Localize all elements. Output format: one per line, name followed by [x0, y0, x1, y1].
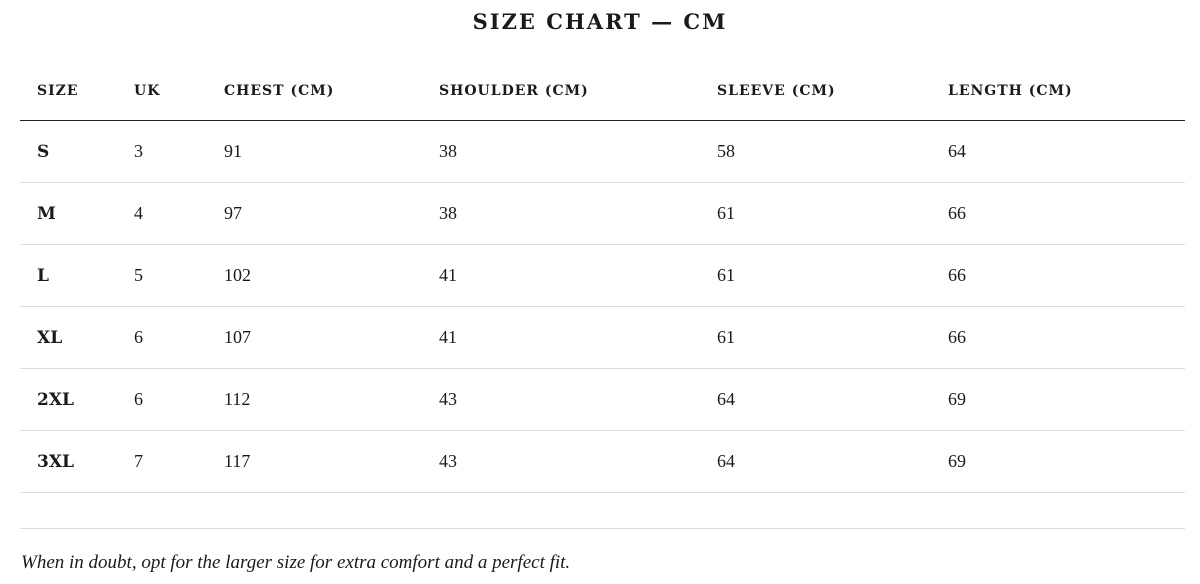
- uk-cell: 4: [134, 182, 224, 245]
- uk-cell: 3: [134, 120, 224, 183]
- size-cell: 3XL: [20, 430, 134, 493]
- size-cell: S: [20, 120, 134, 183]
- page-title: SIZE CHART — CM: [472, 9, 728, 34]
- column-header-uk: UK: [134, 62, 224, 121]
- size-cell: L: [20, 244, 134, 307]
- length-cell: 66: [948, 182, 1185, 245]
- sleeve-cell: 61: [717, 306, 948, 369]
- shoulder-cell: 43: [439, 368, 717, 431]
- uk-cell: 6: [134, 306, 224, 369]
- sleeve-cell: 64: [717, 430, 948, 493]
- shoulder-cell: 38: [439, 120, 717, 183]
- table-header-row: SIZE UK CHEST (CM) SHOULDER (CM) SLEEVE …: [20, 62, 1185, 121]
- size-cell: XL: [20, 306, 134, 369]
- sleeve-cell: 61: [717, 182, 948, 245]
- chest-cell: 107: [224, 306, 439, 369]
- column-header-length: LENGTH (CM): [948, 62, 1185, 121]
- chest-cell: 102: [224, 244, 439, 307]
- length-cell: 69: [948, 430, 1185, 493]
- chest-cell: 117: [224, 430, 439, 493]
- sleeve-cell: 61: [717, 244, 948, 307]
- column-header-size: SIZE: [20, 62, 134, 121]
- uk-cell: 5: [134, 244, 224, 307]
- table-row: L 5 102 41 61 66: [20, 244, 1185, 307]
- length-cell: 66: [948, 306, 1185, 369]
- footnote: When in doubt, opt for the larger size f…: [21, 552, 571, 573]
- size-chart-table: SIZE UK CHEST (CM) SHOULDER (CM) SLEEVE …: [20, 62, 1185, 493]
- chest-cell: 112: [224, 368, 439, 431]
- divider: [20, 528, 1185, 529]
- chest-cell: 91: [224, 120, 439, 183]
- chest-cell: 97: [224, 182, 439, 245]
- sleeve-cell: 64: [717, 368, 948, 431]
- size-cell: M: [20, 182, 134, 245]
- table-row: 2XL 6 112 43 64 69: [20, 368, 1185, 431]
- length-cell: 64: [948, 120, 1185, 183]
- table-row: M 4 97 38 61 66: [20, 182, 1185, 245]
- table-row: S 3 91 38 58 64: [20, 120, 1185, 183]
- length-cell: 69: [948, 368, 1185, 431]
- column-header-chest: CHEST (CM): [224, 62, 439, 121]
- column-header-sleeve: SLEEVE (CM): [717, 62, 948, 121]
- column-header-shoulder: SHOULDER (CM): [439, 62, 717, 121]
- shoulder-cell: 43: [439, 430, 717, 493]
- shoulder-cell: 41: [439, 244, 717, 307]
- shoulder-cell: 41: [439, 306, 717, 369]
- table-row: XL 6 107 41 61 66: [20, 306, 1185, 369]
- length-cell: 66: [948, 244, 1185, 307]
- table-row: 3XL 7 117 43 64 69: [20, 430, 1185, 493]
- uk-cell: 7: [134, 430, 224, 493]
- shoulder-cell: 38: [439, 182, 717, 245]
- uk-cell: 6: [134, 368, 224, 431]
- size-cell: 2XL: [20, 368, 134, 431]
- sleeve-cell: 58: [717, 120, 948, 183]
